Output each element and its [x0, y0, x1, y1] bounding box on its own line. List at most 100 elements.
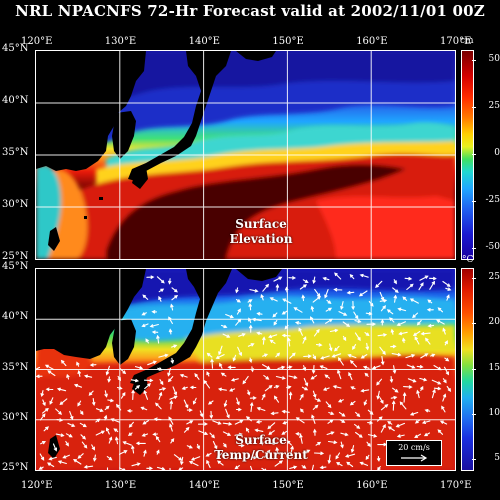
current-vector — [230, 378, 239, 382]
temperature-tick-label: 10 — [488, 407, 500, 418]
current-vector — [198, 430, 209, 436]
current-vector — [334, 272, 342, 280]
current-vector — [131, 389, 135, 401]
current-vector — [145, 338, 149, 344]
current-vector — [442, 378, 447, 384]
current-vector — [444, 357, 450, 362]
current-vector — [207, 400, 214, 405]
current-vector — [122, 441, 132, 446]
current-vector — [236, 397, 240, 406]
current-vector — [289, 352, 296, 359]
current-vector — [52, 443, 58, 452]
current-vector — [338, 311, 348, 316]
current-vector — [390, 344, 397, 349]
current-vector — [268, 334, 278, 339]
current-vector — [131, 462, 141, 467]
current-vector — [312, 354, 317, 360]
current-vector — [289, 465, 298, 470]
current-vector — [210, 358, 214, 369]
current-vector — [421, 420, 431, 425]
current-vector — [327, 440, 338, 445]
bottom-panel-latitude-label: 25°N — [2, 462, 29, 473]
current-vector — [389, 376, 394, 384]
current-vector — [156, 466, 166, 470]
current-vector — [149, 323, 159, 328]
current-vector — [196, 443, 200, 450]
current-vector — [146, 275, 155, 279]
surface-elevation-map: Surface Elevation — [35, 50, 456, 260]
bottom-panel-label-line2: Temp/Current — [214, 448, 308, 462]
current-vector — [346, 290, 355, 295]
current-vector — [169, 395, 178, 400]
temperature-tick-mark — [472, 368, 476, 370]
current-vector — [83, 374, 93, 378]
current-vector — [262, 353, 269, 357]
elevation-tick-label: 0 — [494, 148, 500, 158]
current-vector — [288, 276, 297, 280]
current-vector — [340, 301, 344, 311]
current-vector — [141, 312, 147, 316]
elevation-tick-mark — [472, 201, 476, 202]
current-vector — [273, 319, 278, 326]
current-vector — [312, 295, 322, 303]
current-vector — [216, 452, 223, 459]
elevation-tick-mark — [472, 60, 476, 61]
current-vector — [247, 343, 255, 347]
current-vector — [143, 389, 149, 400]
current-vector — [248, 357, 253, 364]
current-vector — [40, 440, 47, 445]
current-vector — [380, 404, 389, 411]
current-vector — [60, 359, 67, 367]
current-vector — [431, 388, 436, 399]
current-vector — [414, 336, 420, 345]
current-vector — [404, 276, 413, 281]
current-vector — [212, 440, 218, 450]
current-vector — [119, 467, 126, 470]
current-vector — [73, 458, 82, 465]
current-vector — [146, 466, 154, 470]
current-vector — [365, 342, 370, 351]
current-vector — [104, 405, 110, 411]
current-vector — [293, 307, 303, 313]
temperature-tick-mark — [472, 413, 476, 415]
current-vector — [234, 465, 240, 470]
current-vector — [65, 433, 73, 438]
current-vector — [158, 353, 169, 358]
current-vector — [393, 294, 398, 303]
current-vector — [115, 436, 119, 445]
elevation-tick-label: 50 — [488, 54, 500, 64]
current-vector — [59, 398, 68, 406]
current-vector — [197, 422, 208, 426]
current-vector — [303, 378, 309, 387]
current-vector — [340, 441, 344, 449]
current-vector — [398, 331, 408, 336]
temperature-colorbar — [461, 268, 474, 471]
top-longitude-label: 120°E — [21, 36, 53, 47]
current-vector — [186, 445, 193, 449]
current-vector — [227, 365, 236, 370]
current-vector — [329, 328, 339, 333]
current-vector — [55, 408, 63, 415]
current-vector — [267, 422, 276, 430]
current-vector — [107, 398, 115, 403]
current-vector — [103, 414, 108, 421]
current-vector — [390, 395, 398, 400]
current-vector — [234, 432, 243, 437]
elevation-tick-label: 25 — [488, 101, 500, 111]
current-vector — [396, 434, 405, 438]
current-vector — [325, 401, 332, 409]
current-vector — [190, 456, 201, 461]
temperature-tick-mark — [472, 459, 476, 460]
current-vector — [386, 309, 394, 315]
current-vector — [396, 321, 406, 326]
current-vector — [336, 462, 343, 467]
current-vector — [354, 423, 361, 429]
current-vector — [81, 441, 88, 449]
current-vector — [56, 387, 67, 392]
current-vector — [77, 369, 81, 377]
current-vector — [106, 456, 113, 461]
current-vector — [273, 385, 280, 389]
current-vector — [420, 353, 429, 359]
current-vector — [412, 330, 421, 337]
current-vector — [104, 390, 108, 398]
